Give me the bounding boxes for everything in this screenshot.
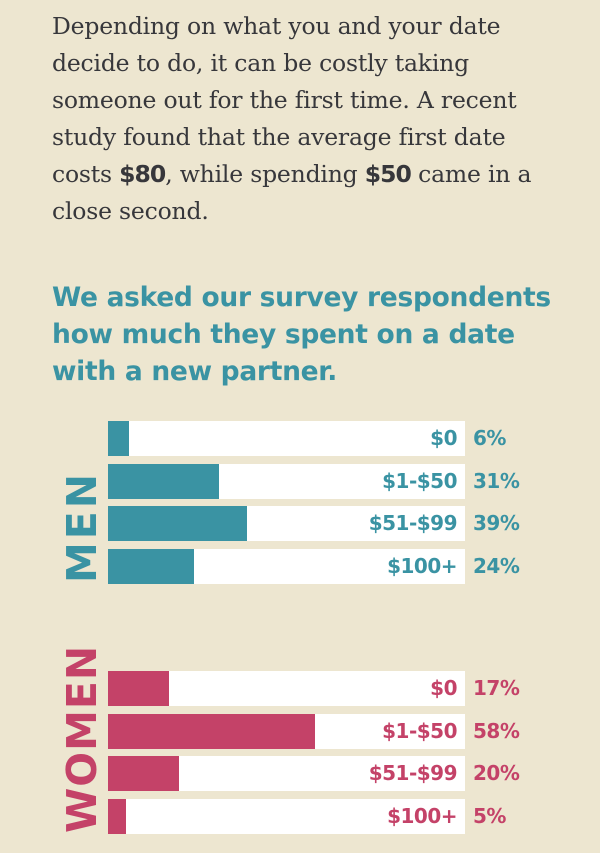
women-bar-fill bbox=[108, 713, 316, 749]
intro-text: , while spending bbox=[165, 160, 365, 188]
men-bar-row: $100+ 24% bbox=[108, 548, 520, 584]
men-bar-row: $1-$50 31% bbox=[108, 463, 520, 499]
women-bar-row: $1-$50 58% bbox=[108, 713, 520, 749]
percent-label: 6% bbox=[473, 426, 506, 450]
percent-label: 17% bbox=[473, 676, 520, 700]
spend-range-label: $1-$50 bbox=[382, 718, 457, 743]
spend-range-label: $100+ bbox=[387, 553, 457, 578]
women-bar-row: $100+ 5% bbox=[108, 798, 506, 834]
percent-label: 5% bbox=[473, 803, 506, 828]
men-bar-fill bbox=[108, 506, 248, 541]
men-label: MEN bbox=[58, 470, 106, 583]
women-bar-row: $51-$99 20% bbox=[108, 756, 520, 791]
women-bar-fill bbox=[108, 756, 180, 791]
men-bar-row: $0 6% bbox=[108, 421, 506, 456]
spend-range-label: $51-$99 bbox=[368, 511, 458, 535]
intro-text: Depending on what you and your date deci… bbox=[52, 12, 517, 188]
women-bar-fill bbox=[108, 798, 126, 834]
spend-range-label: $0 bbox=[430, 676, 457, 700]
survey-headline: We asked our survey respondents how much… bbox=[52, 282, 551, 387]
average-cost-highlight: $80 bbox=[119, 160, 166, 188]
percent-label: 39% bbox=[473, 511, 520, 535]
men-bar-fill bbox=[108, 548, 194, 584]
men-bar-row: $51-$99 39% bbox=[108, 506, 520, 541]
intro-paragraph: Depending on what you and your date deci… bbox=[52, 8, 572, 230]
spend-range-label: $0 bbox=[430, 426, 457, 450]
women-bar-row: $0 17% bbox=[108, 671, 520, 706]
women-label: WOMEN bbox=[58, 644, 106, 833]
intro-text: came in a close second. bbox=[52, 160, 532, 225]
spend-range-label: $1-$50 bbox=[382, 468, 457, 493]
percent-label: 58% bbox=[473, 718, 520, 743]
percent-label: 31% bbox=[473, 468, 520, 493]
spend-range-label: $51-$99 bbox=[368, 761, 458, 785]
percent-label: 24% bbox=[473, 553, 520, 578]
women-bar-fill bbox=[108, 671, 169, 706]
men-bar-fill bbox=[108, 463, 219, 499]
spend-range-label: $100+ bbox=[387, 803, 457, 828]
percent-label: 20% bbox=[473, 761, 520, 785]
second-cost-highlight: $50 bbox=[364, 160, 412, 188]
men-bar-fill bbox=[108, 421, 130, 456]
